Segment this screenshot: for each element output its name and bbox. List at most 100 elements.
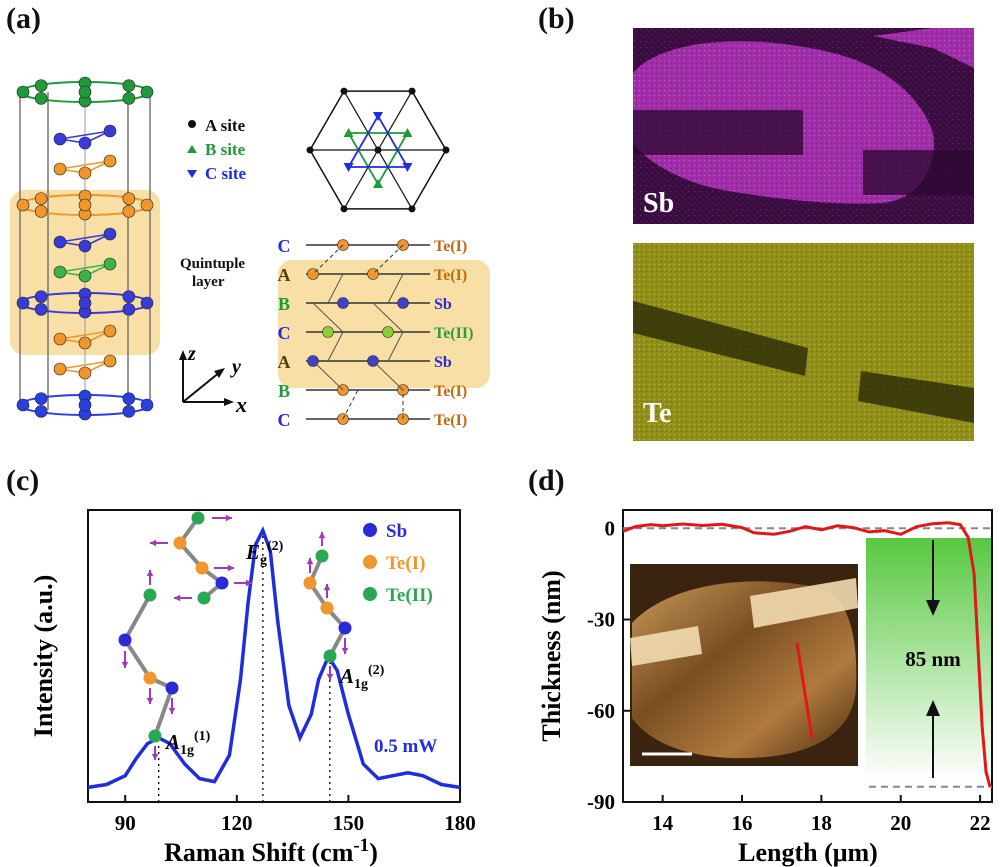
te1-layer-bond	[59, 160, 111, 174]
stack-site-2: B	[278, 294, 290, 314]
top-layer-atom	[122, 79, 136, 92]
top-layer-atom	[140, 85, 154, 99]
stack-site-5: B	[278, 381, 290, 401]
sb-hex-layer-atom	[140, 296, 154, 310]
afm-y-axis-label: Thickness (nm)	[537, 570, 566, 741]
te1-hex-layer-atom	[34, 205, 48, 218]
x-axis-label: x	[235, 392, 247, 417]
c-site-symbol	[187, 170, 197, 178]
top-layer-atom	[34, 92, 48, 105]
te2-layer-atom	[103, 257, 117, 271]
mode-bond	[123, 594, 152, 641]
layer-stacking-diagram: C Te(I) A Te(I) B Sb C Te(II) A Sb B Te(I) C Te(I)	[278, 236, 474, 430]
a-site-symbol	[188, 120, 196, 128]
afm-chart: 14 16 18 20 22 0 -30 -60 -90 85 nm Thickness (nm…	[537, 509, 993, 867]
raman-chart: 90 120 150 180 Intensity (a.u.) Raman Shift…	[29, 509, 476, 867]
raman-x-tick-label: 150	[333, 811, 365, 835]
legend-te1: Te(I)	[386, 553, 425, 574]
sb-eds-map	[633, 28, 974, 224]
sb-layer-atom	[103, 227, 117, 241]
te1-layer-bond	[59, 360, 111, 374]
mode-atom	[148, 729, 162, 743]
thickness-annotation: 85 nm	[905, 647, 961, 671]
mode-arrowhead	[151, 753, 159, 760]
te1-layer-atom	[78, 336, 92, 350]
raman-x-ticks: 90 120 150 180	[115, 795, 476, 835]
te1-layer-atom	[103, 354, 117, 368]
top-layer-atom	[122, 92, 136, 105]
raman-x-tick-label: 120	[221, 811, 253, 835]
mode-arrowhead	[174, 594, 181, 602]
afm-x-tick-label: 22	[970, 811, 991, 835]
coordinate-axes: z y x	[179, 343, 247, 417]
mode-bond	[153, 687, 174, 737]
legend-sb: Sb	[386, 521, 407, 542]
sb-layer-atom	[103, 124, 117, 138]
sb-layer-atom	[53, 235, 67, 249]
layer-label: layer	[192, 274, 225, 290]
a-site-marker	[340, 87, 348, 95]
b-site-marker	[402, 128, 413, 137]
sb-layer-bond	[59, 233, 111, 247]
raman-legend: Sb Te(I) Te(II)	[363, 521, 433, 606]
a-site-marker	[408, 205, 416, 213]
stack-site-3: C	[278, 323, 291, 343]
bottom-layer-atom	[34, 405, 48, 418]
te2-layer-bond	[59, 263, 111, 277]
peak-label-eg2: Eg(2)	[245, 539, 284, 568]
top-layer-atom	[34, 79, 48, 92]
stack-site-6: C	[278, 410, 291, 430]
bottom-layer-atom	[122, 405, 136, 418]
te1-hex-layer-atom	[122, 205, 136, 218]
mode-bond	[123, 638, 152, 680]
mode-arrowhead	[306, 558, 314, 565]
stack-site-0: C	[278, 236, 291, 256]
stack-bond	[312, 360, 344, 391]
bottom-layer-atom	[16, 398, 30, 412]
sb-hex-layer-atom	[34, 303, 48, 316]
stack-atom-marker	[382, 326, 394, 338]
z-axis-label: z	[187, 343, 196, 365]
mode-arrowhead	[168, 707, 176, 714]
hexagonal-site-diagram	[306, 87, 450, 213]
stack-bond	[372, 302, 404, 333]
afm-x-tick-label: 20	[890, 811, 911, 835]
peak-label-a1g2: A1g(2)	[338, 663, 385, 692]
raman-x-tick-label: 180	[444, 811, 476, 835]
sb-map-label: Sb	[643, 188, 675, 219]
mode-arrowhead	[341, 647, 349, 654]
a-site-marker	[374, 146, 382, 154]
mode-arrowhead	[245, 579, 252, 587]
mode-arrowhead	[326, 673, 334, 680]
afm-y-tick-label: -60	[587, 699, 615, 723]
b-site-marker	[343, 128, 354, 137]
c-site-marker	[343, 163, 354, 172]
stack-atom-1: Te(I)	[434, 267, 467, 284]
mode-arrowhead	[146, 697, 154, 704]
afm-x-tick-label: 18	[811, 811, 832, 835]
stack-atom-marker	[322, 326, 334, 338]
stack-atom-2: Sb	[434, 296, 452, 313]
afm-x-tick-label: 14	[652, 811, 674, 835]
te-map-label: Te	[643, 398, 672, 429]
sb-layer-atom	[53, 132, 67, 146]
stack-bond	[372, 360, 404, 391]
afm-y-tick-label: -90	[587, 790, 615, 814]
afm-y-tick-label: 0	[605, 516, 616, 540]
te1-layer-atom	[78, 366, 92, 380]
panel-label-a: (a)	[6, 2, 41, 35]
y-axis-label: y	[230, 356, 241, 378]
peak-label-a1g1: A1g(1)	[164, 729, 211, 758]
a-site-marker	[340, 205, 348, 213]
sb-hex-layer-atom	[78, 296, 92, 310]
thickness-arrows	[926, 540, 940, 778]
top-layer-atom	[16, 85, 30, 99]
raman-y-axis-label: Intensity (a.u.)	[29, 575, 58, 738]
panel-label-d: (d)	[528, 464, 565, 497]
stack-atom-4: Sb	[434, 354, 452, 371]
thickness-profile-line	[622, 521, 992, 788]
raman-peak-markers	[157, 534, 331, 802]
stack-atom-marker	[397, 297, 409, 309]
te1-layer-atom	[103, 324, 117, 338]
te2-layer-atom	[53, 265, 67, 279]
